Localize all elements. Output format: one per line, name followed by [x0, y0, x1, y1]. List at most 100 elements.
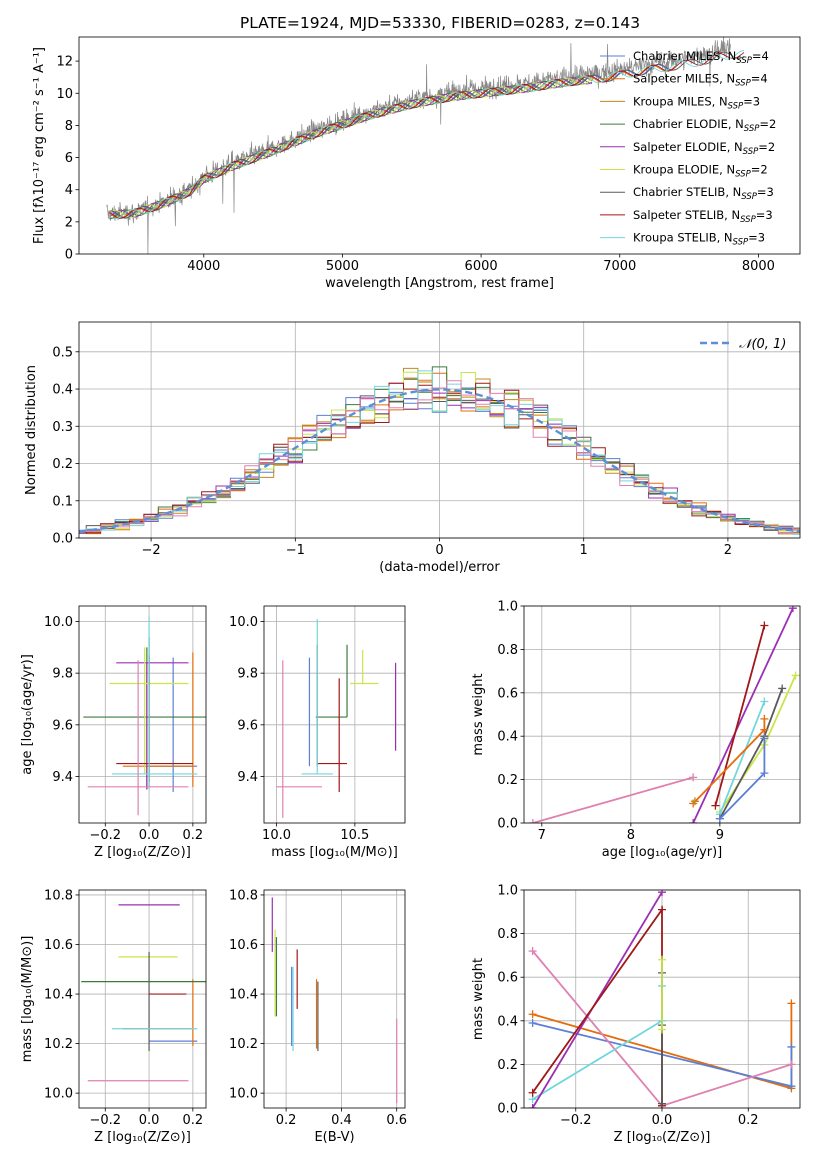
y-tick-label: 10.2 — [44, 1037, 73, 1052]
y-tick-label: 10.0 — [229, 1087, 258, 1102]
x-axis-label: age [log₁₀(age/yr)] — [602, 845, 723, 860]
x-tick-label: 2 — [724, 543, 732, 558]
y-tick-label: 0.5 — [52, 345, 73, 360]
x-tick-label: −0.2 — [89, 828, 121, 843]
model-spectrum — [109, 49, 745, 219]
y-tick-label: 10 — [56, 87, 73, 102]
axes-frame — [78, 889, 207, 1109]
x-tick-label: −0.2 — [89, 1113, 121, 1128]
x-tick-label: 6000 — [465, 259, 498, 274]
y-tick-label: 12 — [56, 55, 73, 70]
y-tick-label: 0.2 — [497, 1058, 518, 1073]
weight-line — [532, 776, 694, 823]
weight-marker — [760, 714, 769, 723]
y-tick-label: 0.2 — [497, 773, 518, 788]
y-tick-label: 10.6 — [229, 938, 258, 953]
weight-series — [689, 606, 797, 823]
y-tick-label: 10.8 — [44, 888, 73, 903]
model-spectrum — [109, 51, 745, 219]
y-tick-label: 9.6 — [52, 718, 73, 733]
x-axis-label: wavelength [Angstrom, rest frame] — [325, 276, 554, 291]
grid — [79, 606, 206, 823]
weight-marker — [760, 725, 769, 734]
weight-series — [715, 734, 769, 823]
y-tick-label: 0.3 — [52, 420, 73, 435]
y-tick-label: 1.0 — [497, 600, 518, 615]
model-spectrum — [109, 64, 676, 219]
errorbar — [315, 644, 348, 718]
weight-marker — [711, 801, 720, 810]
x-tick-label: 0 — [435, 543, 443, 558]
y-tick-label: 0.0 — [52, 532, 73, 547]
weight-marker — [760, 734, 769, 743]
axes-frame — [78, 605, 207, 824]
weight-marker — [788, 606, 797, 613]
y-tick-label: 10.4 — [44, 988, 73, 1003]
weight-marker — [528, 1010, 537, 1019]
legend: Chabrier MILES, NSSP=4 Salpeter MILES, NS… — [600, 49, 776, 248]
weight-marker — [787, 1060, 796, 1069]
grid — [264, 606, 405, 823]
y-tick-label: 10.0 — [44, 1087, 73, 1102]
weight-marker — [658, 905, 666, 914]
y-tick-label: 0.6 — [497, 971, 518, 986]
axes-frame — [263, 889, 406, 1109]
weight-marker — [658, 1025, 666, 1034]
legend-label: Chabrier STELIB, NSSP=3 — [633, 185, 774, 202]
weight-series — [689, 714, 769, 808]
errorbar — [350, 649, 379, 685]
panel-mass-vs-Z: −0.2 0.0 0.2 10.0 10.2 10.4 10.6 10.8 Z [log₁₀(Z… — [20, 888, 207, 1145]
weight-marker — [658, 955, 666, 964]
y-axis-label: mass weight — [471, 958, 486, 1040]
y-tick-label: 10.6 — [44, 938, 73, 953]
y-tick-label: 0.0 — [497, 817, 518, 832]
panel-weight-vs-age: 7 8 9 0.0 0.2 0.4 0.6 0.8 1.0 age [log₁₀(age/yr)]… — [471, 600, 801, 860]
legend-label: Kroupa MILES, NSSP=3 — [633, 94, 760, 111]
x-tick-label: 0.2 — [738, 1113, 759, 1128]
axes-frame — [78, 321, 801, 539]
grid — [264, 890, 405, 1108]
y-tick-label: 9.4 — [52, 770, 73, 785]
y-tick-label: 0.8 — [497, 927, 518, 942]
errorbar — [116, 655, 193, 782]
legend-label: Kroupa ELODIE, NSSP=2 — [633, 163, 768, 180]
axes-frame — [523, 605, 801, 824]
weight-marker — [528, 947, 537, 956]
weight-line — [719, 675, 797, 813]
weight-marker — [528, 1018, 537, 1027]
legend-label: Salpeter STELIB, NSSP=3 — [633, 208, 773, 225]
weight-marker — [658, 890, 666, 897]
x-tick-label: 9 — [716, 828, 724, 843]
x-tick-label: 0.2 — [183, 1113, 204, 1128]
plot-area — [106, 37, 745, 254]
plot-area — [79, 366, 800, 535]
weight-marker — [760, 621, 769, 630]
weight-marker — [787, 1042, 796, 1051]
x-axis-label: Z [log₁₀(Z/Z⊙)] — [94, 845, 191, 860]
axes-frame — [263, 605, 406, 824]
model-spectrum — [109, 76, 592, 220]
weight-marker — [689, 819, 698, 823]
x-tick-label: 1 — [580, 543, 588, 558]
y-axis-label: mass [log₁₀(M/M⊙)] — [20, 936, 35, 1063]
y-tick-label: 10.4 — [229, 988, 258, 1003]
x-tick-label: 10.5 — [340, 828, 369, 843]
plot-area — [83, 616, 206, 816]
weight-marker — [715, 814, 724, 823]
errorbar — [122, 979, 194, 1047]
plot-area — [276, 618, 397, 818]
weight-marker — [528, 1104, 537, 1108]
weight-series — [711, 621, 769, 810]
y-tick-label: 10.2 — [229, 1037, 258, 1052]
y-tick-label: 6 — [65, 151, 73, 166]
y-tick-label: 0 — [65, 248, 73, 263]
axes-frame — [78, 36, 801, 255]
y-axis-label: mass weight — [471, 673, 486, 755]
x-tick-label: 0.0 — [139, 828, 160, 843]
errorbar — [122, 652, 194, 787]
y-tick-label: 4 — [65, 183, 73, 198]
weight-series — [528, 773, 698, 823]
model-spectrum — [109, 77, 593, 218]
x-tick-label: 10.0 — [262, 828, 291, 843]
y-tick-label: 9.4 — [237, 770, 258, 785]
